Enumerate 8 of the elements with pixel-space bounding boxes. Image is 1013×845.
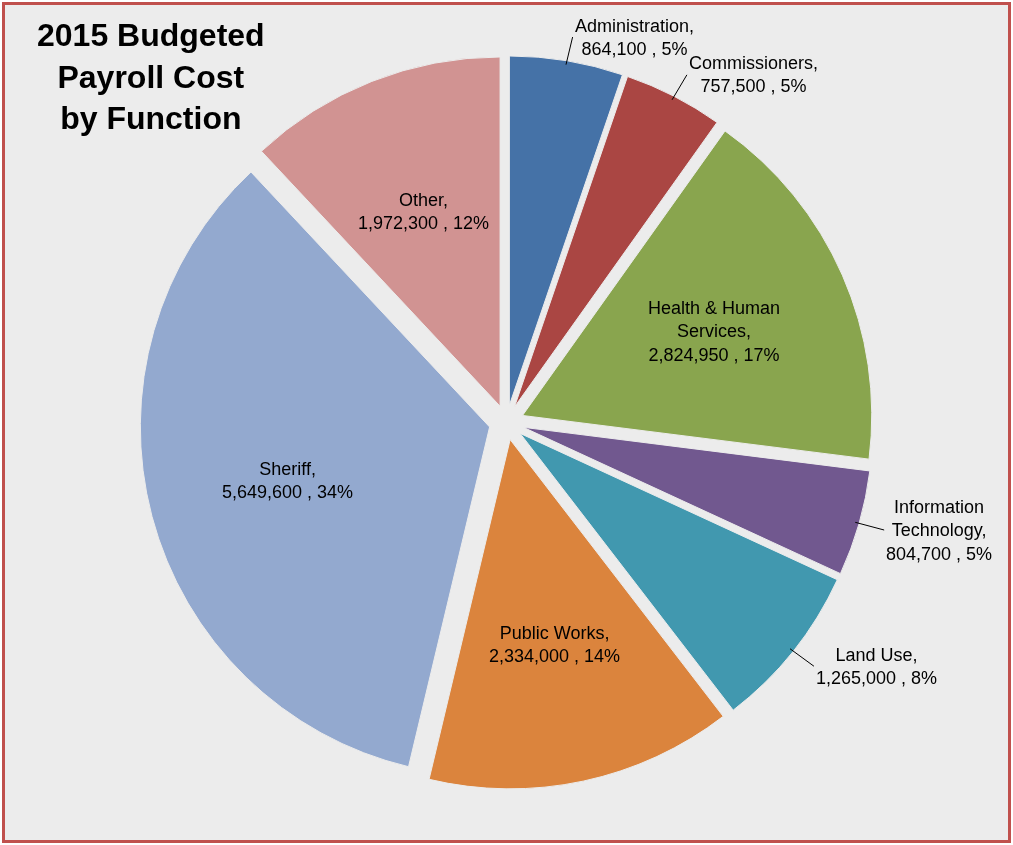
slice-label: Information Technology, 804,700 , 5%	[886, 497, 993, 564]
slice-label: Health & Human Services, 2,824,950 , 17%	[648, 298, 781, 365]
slice-label: Other, 1,972,300 , 12%	[358, 190, 490, 234]
slice-label: Sheriff, 5,649,600 , 34%	[222, 459, 354, 503]
slice-label: Commissioners, 757,500 , 5%	[689, 53, 819, 97]
slice-label: Public Works, 2,334,000 , 14%	[489, 623, 621, 667]
text: 2015 Budgeted Payroll Cost by Function	[37, 17, 265, 137]
slice-label: Land Use, 1,265,000 , 8%	[816, 645, 938, 689]
